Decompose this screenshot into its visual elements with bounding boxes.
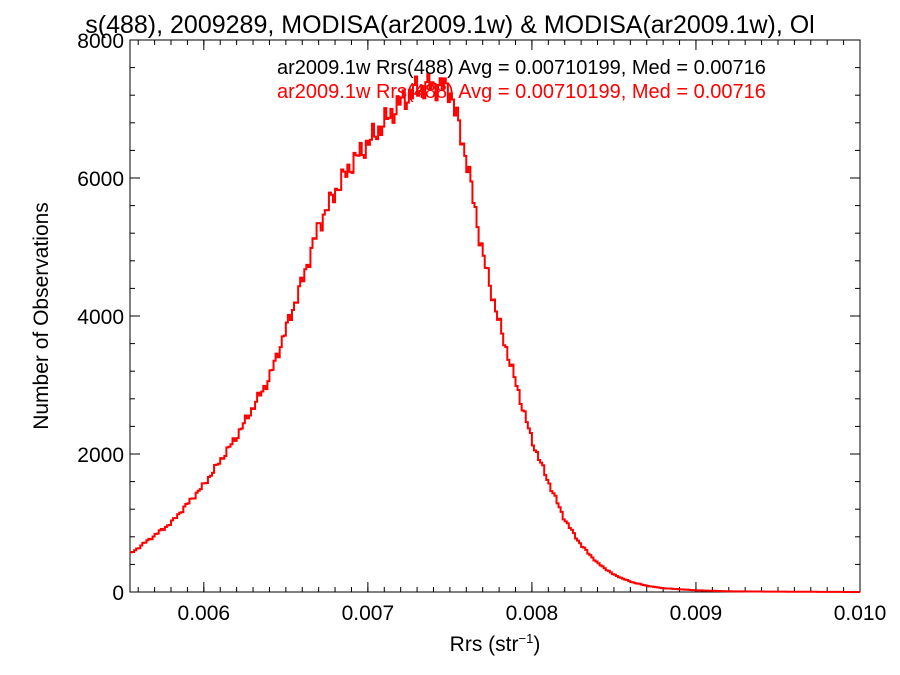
x-axis-label-base: Rrs (str <box>450 633 519 656</box>
y-tick-label: 6000 <box>77 168 124 191</box>
x-axis-ticks: 0.006 0.007 0.008 0.009 0.010 <box>137 40 887 625</box>
legend-entry-red: ar2009.1w Rrs(488) Avg = 0.00710199, Med… <box>277 81 766 103</box>
x-tick-label: 0.010 <box>834 602 887 625</box>
y-tick-label: 0 <box>112 582 124 605</box>
plot-frame <box>129 39 861 593</box>
x-axis-label-sup: −1 <box>519 631 534 646</box>
y-axis-ticks: 0 2000 4000 6000 8000 <box>77 30 860 605</box>
chart-title: s(488), 2009289, MODISA(ar2009.1w) & MOD… <box>85 11 814 39</box>
y-tick-label: 2000 <box>77 444 124 467</box>
x-axis-label: Rrs (str−1) <box>450 631 541 656</box>
x-tick-label: 0.007 <box>342 602 395 625</box>
y-axis-label: Number of Observations <box>30 202 53 430</box>
y-tick-label: 4000 <box>77 306 124 329</box>
x-axis-label-close: ) <box>533 633 540 656</box>
x-tick-label: 0.009 <box>670 602 723 625</box>
x-tick-label: 0.008 <box>506 602 559 625</box>
legend-entry-black: ar2009.1w Rrs(488) Avg = 0.00710199, Med… <box>277 57 766 79</box>
y-tick-label: 8000 <box>77 30 124 53</box>
series-line-rrs488 <box>130 72 860 593</box>
x-tick-label: 0.006 <box>178 602 231 625</box>
